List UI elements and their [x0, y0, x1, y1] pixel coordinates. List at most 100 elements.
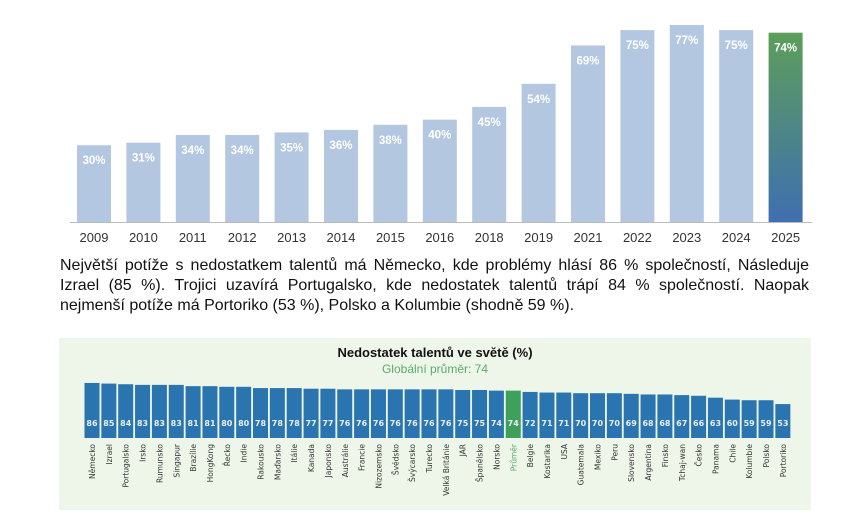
bar — [571, 45, 605, 223]
x-tick-label: 2016 — [425, 230, 454, 245]
data-label: 80 — [221, 419, 233, 428]
data-label: 30% — [82, 155, 105, 167]
bar — [488, 390, 504, 438]
x-tick-label: Finsko — [661, 444, 670, 468]
x-tick-label: Švýcarsko — [408, 444, 417, 482]
x-tick-label: Německo — [88, 444, 97, 479]
x-tick-label: 2019 — [524, 230, 553, 245]
data-label: 68 — [659, 419, 671, 428]
x-tick-label: Guatemala — [577, 444, 586, 485]
bar — [84, 382, 100, 438]
data-label: 78 — [255, 419, 267, 428]
bar — [404, 389, 420, 438]
data-label: 31% — [132, 153, 155, 165]
bar — [438, 389, 454, 438]
data-label: 81 — [188, 419, 200, 428]
data-label: 77 — [322, 419, 333, 428]
bar — [253, 388, 268, 438]
data-label: 75% — [626, 40, 649, 52]
bar — [324, 129, 358, 222]
x-tick-label: 2011 — [179, 230, 207, 245]
bar — [422, 119, 457, 222]
data-label: 86 — [86, 419, 98, 428]
bar — [590, 393, 605, 438]
data-label: 63 — [710, 419, 721, 428]
x-tick-label: Itálie — [290, 444, 299, 463]
bar — [373, 124, 408, 222]
bar — [691, 395, 707, 438]
x-tick-label: 2014 — [327, 230, 356, 245]
bar — [775, 404, 791, 438]
bar — [707, 397, 723, 438]
data-label: 68 — [642, 419, 654, 428]
x-tick-label: Singapur — [172, 443, 181, 477]
data-label: 59 — [744, 419, 756, 428]
x-tick-label: 2009 — [80, 230, 109, 245]
bar — [118, 384, 134, 438]
bar — [620, 30, 655, 222]
bar — [370, 389, 386, 438]
data-label: 70 — [592, 419, 604, 428]
data-label: 75 — [474, 419, 486, 428]
bar — [168, 384, 184, 438]
bar — [77, 145, 111, 222]
data-label: 69% — [576, 55, 599, 67]
x-tick-label: 2013 — [277, 230, 306, 245]
bar — [758, 400, 774, 438]
bar — [269, 388, 285, 438]
bar — [521, 83, 556, 223]
bar — [236, 386, 252, 438]
data-label: 60 — [727, 419, 739, 428]
x-tick-label: Norsko — [492, 444, 501, 470]
bar — [421, 389, 437, 438]
bar — [719, 30, 754, 222]
bar — [320, 388, 336, 438]
data-label: 84 — [120, 419, 132, 428]
x-tick-label: USA — [560, 443, 569, 459]
bar — [151, 384, 167, 438]
bar — [219, 386, 235, 438]
data-label: 66 — [693, 419, 705, 428]
data-label: 34% — [231, 145, 254, 157]
data-label: 38% — [379, 135, 402, 147]
country-shortage-chart: Nedostatek talentů ve světě (%) Globální … — [84, 345, 791, 496]
x-tick-label: Panama — [711, 444, 720, 474]
bar — [505, 390, 521, 438]
data-label: 76 — [339, 419, 351, 428]
x-tick-label: Slovensko — [627, 444, 636, 482]
x-tick-label: Chile — [728, 444, 737, 463]
bar — [202, 386, 218, 438]
x-tick-label: Peru — [610, 444, 619, 461]
x-tick-label: 2024 — [722, 230, 751, 245]
data-label: 76 — [356, 419, 368, 428]
bar — [539, 392, 555, 438]
x-tick-label: Japonsko — [324, 444, 333, 479]
bar — [573, 393, 589, 438]
x-tick-label: Izrael — [105, 444, 114, 465]
bar — [522, 391, 538, 438]
data-label: 74 — [491, 419, 503, 428]
x-tick-label: Irsko — [139, 444, 148, 462]
x-tick-label: 2018 — [475, 230, 504, 245]
bar — [623, 393, 639, 438]
data-label: 53 — [777, 419, 788, 428]
data-label: 75% — [725, 40, 748, 52]
data-label: 36% — [329, 140, 352, 152]
data-label: 45% — [478, 117, 501, 129]
x-tick-label: Rumunsko — [155, 444, 164, 483]
x-tick-label: 2023 — [672, 230, 701, 245]
x-tick-label: Česko — [695, 444, 704, 467]
x-tick-label: Mexiko — [594, 444, 603, 471]
x-tick-label: Nizozemsko — [374, 444, 383, 489]
x-tick-label: Tchaj-wan — [678, 444, 687, 482]
x-tick-label: Austrálie — [341, 444, 350, 478]
bar — [724, 399, 740, 438]
data-label: 76 — [423, 419, 435, 428]
data-label: 78 — [272, 419, 284, 428]
data-label: 70 — [609, 419, 621, 428]
data-label: 74% — [774, 43, 797, 55]
bar — [606, 393, 622, 438]
data-label: 35% — [280, 142, 303, 154]
bar — [185, 386, 201, 438]
data-label: 71 — [541, 419, 553, 428]
